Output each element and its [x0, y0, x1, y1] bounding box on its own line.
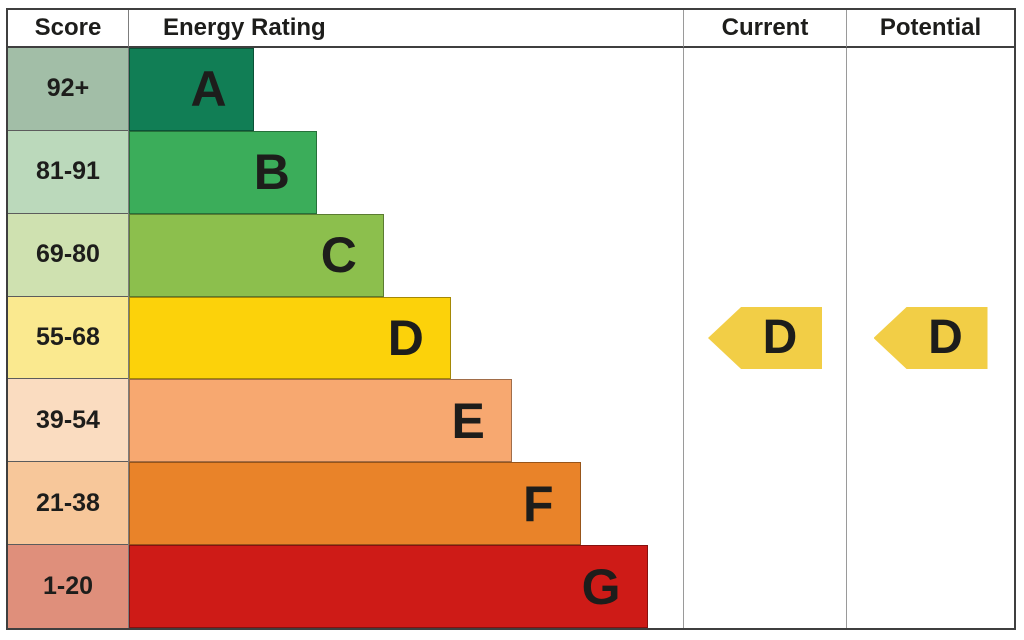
rating-row-f: F: [129, 462, 683, 546]
score-cell-c: 69-80: [8, 213, 128, 297]
potential-arrow-slot: D: [847, 297, 1014, 380]
score-cell-b: 81-91: [8, 130, 128, 214]
rating-letter-f: F: [522, 475, 554, 532]
rating-letter-a: A: [190, 61, 227, 118]
rating-row-e: E: [129, 379, 683, 463]
score-cell-e: 39-54: [8, 379, 128, 463]
rating-row-g: G: [129, 545, 683, 628]
potential-rating-letter: D: [928, 310, 963, 364]
header-current: Current: [683, 10, 846, 48]
rating-row-a: A: [129, 48, 683, 131]
rating-bar-g: G: [129, 545, 648, 628]
rating-letter-g: G: [581, 558, 621, 615]
score-cell-d: 55-68: [8, 296, 128, 380]
header-energy-rating: Energy Rating: [128, 10, 683, 48]
rating-letter-b: B: [253, 144, 290, 201]
score-cell-g: 1-20: [8, 545, 128, 628]
rating-row-c: C: [129, 213, 683, 297]
rating-bar-b: B: [129, 130, 317, 214]
rating-letter-c: C: [320, 227, 357, 284]
potential-column: D: [846, 48, 1014, 628]
current-rating-letter: D: [762, 310, 798, 364]
rating-bar-f: F: [129, 462, 581, 546]
score-cell-f: 21-38: [8, 462, 128, 546]
rating-row-d: D: [129, 296, 683, 380]
rating-letter-d: D: [387, 309, 424, 366]
current-column: D: [683, 48, 846, 628]
rating-bar-e: E: [129, 379, 512, 463]
rating-bar-c: C: [129, 213, 384, 297]
current-rating-arrow: D: [708, 306, 822, 369]
header-score: Score: [8, 10, 128, 48]
score-cell-a: 92+: [8, 48, 128, 131]
current-arrow-slot: D: [684, 297, 846, 380]
epc-rating-table: Score Energy Rating Current Potential 92…: [6, 8, 1016, 630]
header-potential: Potential: [846, 10, 1014, 48]
rating-row-b: B: [129, 130, 683, 214]
rating-bar-d: D: [129, 296, 451, 380]
potential-rating-arrow: D: [873, 306, 988, 369]
rating-bar-a: A: [129, 48, 254, 131]
rating-letter-e: E: [451, 392, 485, 449]
score-column: 92+ 81-91 69-80 55-68 39-54 21-38 1-20: [8, 48, 128, 628]
